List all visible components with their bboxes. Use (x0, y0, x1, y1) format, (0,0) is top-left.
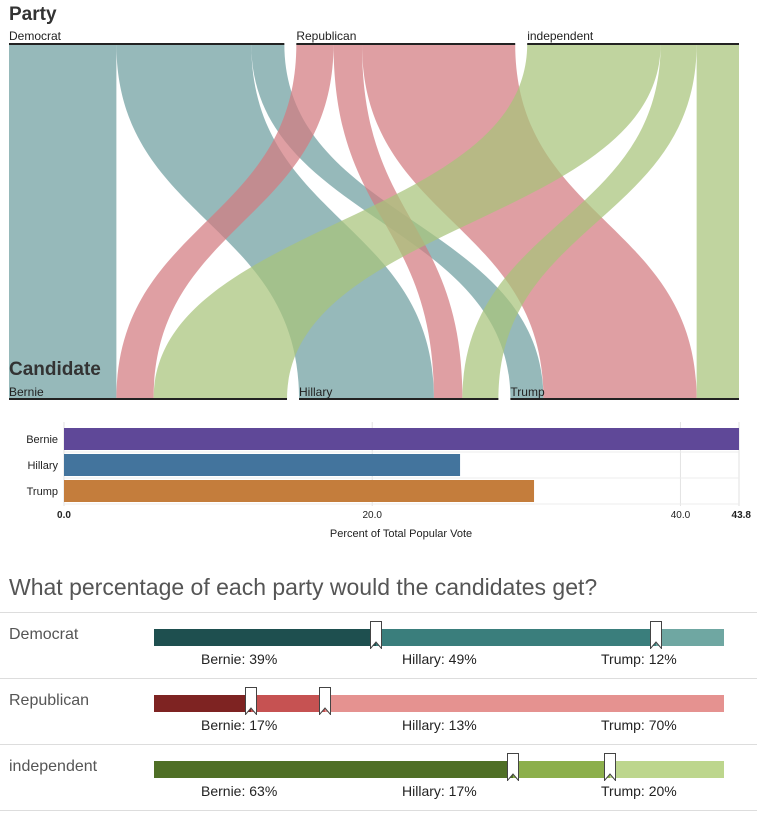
candidate-title: Candidate (9, 359, 101, 380)
candidate-name: Trump: (601, 783, 649, 799)
sankey-flows (9, 44, 739, 399)
candidate-percent: 20% (648, 783, 677, 799)
bar-series (64, 428, 739, 502)
candidate-name: Hillary: (402, 783, 449, 799)
party-row-label: Republican (9, 692, 90, 709)
split-slider[interactable] (154, 621, 724, 649)
bar-tick-labels: 0.0 20.0 40.0 43.8 (57, 510, 751, 521)
party-row-independent: independent Bernie: 63% Hillary: 17% Trump:… (0, 744, 757, 811)
candidate-percent: 17% (249, 717, 278, 733)
flow-independent-to-hillary (462, 44, 697, 399)
slider-segment-bernie (154, 695, 251, 712)
slider-segment-hillary (513, 761, 610, 778)
bar-category-labels: Bernie Hillary Trump (26, 434, 58, 498)
candidate-percent-label: Hillary: 13% (402, 717, 477, 733)
candidate-name: Hillary: (402, 651, 449, 667)
party-row-label: Democrat (9, 626, 79, 643)
bar-category-label: Trump (27, 486, 58, 498)
bar-tick-label: 40.0 (671, 510, 691, 521)
bar-tick-label: 43.8 (732, 510, 752, 521)
flow-independent-to-bernie (153, 44, 661, 399)
candidate-percent: 12% (648, 651, 677, 667)
candidate-percent-label: Trump: 12% (601, 651, 677, 667)
candidate-name: Bernie: (201, 717, 250, 733)
party-title: Party (9, 4, 57, 25)
slider-handle[interactable] (244, 687, 257, 715)
candidate-percent-label: Bernie: 17% (201, 717, 277, 733)
candidate-percent-label: Bernie: 39% (201, 651, 277, 667)
sankey-chart: Party Candidate Democrat Republican indepe… (9, 4, 739, 400)
slider-segment-trump (325, 695, 724, 712)
candidate-name: Trump: (601, 717, 649, 733)
question-title: What percentage of each party would the … (9, 574, 598, 600)
flow-democrat-to-bernie (9, 44, 117, 399)
slider-segment-trump (610, 761, 724, 778)
flow-republican-to-bernie (116, 44, 334, 399)
candidate-percent-label: Hillary: 17% (402, 783, 477, 799)
party-row-democrat: Democrat Bernie: 39% Hillary: 49% Trump: 12… (0, 612, 757, 679)
candidate-name: Hillary: (402, 717, 449, 733)
candidate-percent: 49% (448, 651, 477, 667)
candidate-node-label: Bernie (9, 385, 44, 399)
split-slider[interactable] (154, 687, 724, 715)
party-node-label: independent (527, 29, 594, 43)
candidate-percent: 17% (448, 783, 477, 799)
candidate-node-label: Trump (510, 385, 545, 399)
slider-segment-bernie (154, 629, 377, 646)
split-slider[interactable] (154, 753, 724, 781)
flow-democrat-to-hillary (116, 44, 434, 399)
bar-trump (64, 480, 535, 502)
slider-handle[interactable] (507, 753, 520, 781)
popular-vote-bar-chart: Bernie Hillary Trump 0.0 20.0 40.0 43.8 Perce… (26, 422, 751, 540)
bar-tick-label: 20.0 (362, 510, 382, 521)
flow-republican-to-trump (361, 44, 697, 399)
candidate-percent-label: Trump: 20% (601, 783, 677, 799)
candidate-percent: 39% (249, 651, 278, 667)
party-row-republican: Republican Bernie: 17% Hillary: 13% Trump: … (0, 678, 757, 745)
party-node-label: Democrat (9, 29, 62, 43)
bar-bernie (64, 428, 739, 450)
flow-independent-to-trump (696, 44, 739, 399)
bar-tick-label: 0.0 (57, 510, 71, 521)
candidate-percent: 70% (648, 717, 677, 733)
candidate-name: Bernie: (201, 651, 250, 667)
bar-hillary (64, 454, 461, 476)
x-axis-label: Percent of Total Popular Vote (330, 528, 472, 540)
slider-segment-trump (655, 629, 724, 646)
slider-handle[interactable] (604, 753, 616, 781)
candidate-percent-label: Hillary: 49% (402, 651, 477, 667)
slider-handle[interactable] (319, 687, 331, 715)
party-row-label: independent (9, 758, 98, 775)
sankey-node-lines (9, 43, 739, 400)
bar-category-label: Bernie (26, 434, 58, 446)
sankey-node-labels: Democrat Republican independent Bernie Hilla… (9, 29, 594, 399)
slider-handle[interactable] (649, 621, 662, 649)
candidate-percent-label: Trump: 70% (601, 717, 677, 733)
candidate-percent: 63% (249, 783, 278, 799)
candidate-node-label: Hillary (299, 385, 332, 399)
slider-segment-hillary (250, 695, 325, 712)
slider-segment-hillary (376, 629, 656, 646)
candidate-percent: 13% (448, 717, 477, 733)
party-node-label: Republican (296, 29, 356, 43)
divider (0, 810, 757, 811)
slider-handle[interactable] (370, 621, 383, 649)
candidate-percent-label: Bernie: 63% (201, 783, 277, 799)
bar-category-label: Hillary (27, 460, 58, 472)
candidate-name: Bernie: (201, 783, 250, 799)
candidate-name: Trump: (601, 651, 649, 667)
slider-segment-bernie (154, 761, 514, 778)
